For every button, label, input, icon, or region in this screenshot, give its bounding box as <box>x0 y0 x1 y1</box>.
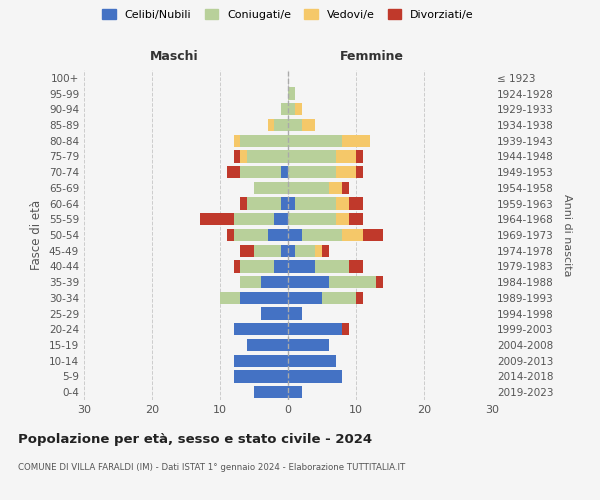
Bar <box>322 244 329 257</box>
Bar <box>274 260 288 272</box>
Bar <box>233 323 288 336</box>
Bar <box>343 182 349 194</box>
Text: Popolazione per età, sesso e stato civile - 2024: Popolazione per età, sesso e stato civil… <box>18 432 372 446</box>
Bar <box>254 244 281 257</box>
Bar <box>288 213 335 226</box>
Bar <box>233 213 274 226</box>
Y-axis label: Fasce di età: Fasce di età <box>31 200 43 270</box>
Bar <box>241 198 247 209</box>
Bar <box>288 134 343 147</box>
Bar <box>288 166 335 178</box>
Bar <box>356 150 363 162</box>
Bar <box>288 150 335 162</box>
Bar <box>241 292 288 304</box>
Bar <box>247 339 288 351</box>
Bar <box>335 166 356 178</box>
Bar <box>329 182 343 194</box>
Bar <box>281 244 288 257</box>
Bar <box>343 134 370 147</box>
Bar <box>233 150 241 162</box>
Bar <box>288 386 302 398</box>
Bar <box>247 150 288 162</box>
Bar <box>343 229 363 241</box>
Bar <box>241 134 288 147</box>
Bar <box>288 370 343 382</box>
Bar <box>295 103 302 116</box>
Bar <box>220 292 241 304</box>
Bar <box>288 88 295 100</box>
Bar <box>233 260 241 272</box>
Bar <box>281 166 288 178</box>
Bar <box>227 166 241 178</box>
Bar <box>233 354 288 367</box>
Bar <box>356 166 363 178</box>
Bar <box>241 150 247 162</box>
Bar <box>335 213 349 226</box>
Bar <box>302 119 315 131</box>
Bar <box>315 260 349 272</box>
Text: COMUNE DI VILLA FARALDI (IM) - Dati ISTAT 1° gennaio 2024 - Elaborazione TUTTITA: COMUNE DI VILLA FARALDI (IM) - Dati ISTA… <box>18 463 405 472</box>
Bar <box>268 119 274 131</box>
Bar <box>295 198 335 209</box>
Bar <box>241 260 274 272</box>
Bar <box>288 260 315 272</box>
Bar <box>241 166 281 178</box>
Bar <box>233 370 288 382</box>
Bar <box>288 103 295 116</box>
Bar <box>233 229 268 241</box>
Bar <box>288 244 295 257</box>
Bar <box>261 276 288 288</box>
Bar <box>288 354 335 367</box>
Bar <box>281 198 288 209</box>
Bar <box>349 213 363 226</box>
Bar <box>274 119 288 131</box>
Bar <box>241 276 261 288</box>
Bar <box>302 229 343 241</box>
Bar <box>315 244 322 257</box>
Bar <box>288 182 329 194</box>
Y-axis label: Anni di nascita: Anni di nascita <box>562 194 572 276</box>
Bar <box>288 323 343 336</box>
Bar <box>376 276 383 288</box>
Bar <box>288 339 329 351</box>
Bar <box>241 244 254 257</box>
Bar <box>322 292 356 304</box>
Text: Maschi: Maschi <box>149 50 199 62</box>
Bar <box>335 198 349 209</box>
Bar <box>254 386 288 398</box>
Bar <box>288 292 322 304</box>
Bar <box>268 229 288 241</box>
Bar <box>349 260 363 272</box>
Bar <box>295 244 315 257</box>
Bar <box>247 198 281 209</box>
Text: Femmine: Femmine <box>340 50 404 62</box>
Bar <box>254 182 288 194</box>
Bar <box>261 308 288 320</box>
Bar <box>288 119 302 131</box>
Bar <box>227 229 233 241</box>
Legend: Celibi/Nubili, Coniugati/e, Vedovi/e, Divorziati/e: Celibi/Nubili, Coniugati/e, Vedovi/e, Di… <box>99 6 477 23</box>
Bar <box>288 229 302 241</box>
Bar <box>274 213 288 226</box>
Bar <box>349 198 363 209</box>
Bar <box>288 308 302 320</box>
Bar <box>288 276 329 288</box>
Bar <box>363 229 383 241</box>
Bar <box>335 150 356 162</box>
Bar <box>233 134 241 147</box>
Bar <box>329 276 376 288</box>
Bar <box>356 292 363 304</box>
Bar <box>200 213 233 226</box>
Bar <box>288 198 295 209</box>
Bar <box>343 323 349 336</box>
Bar <box>281 103 288 116</box>
